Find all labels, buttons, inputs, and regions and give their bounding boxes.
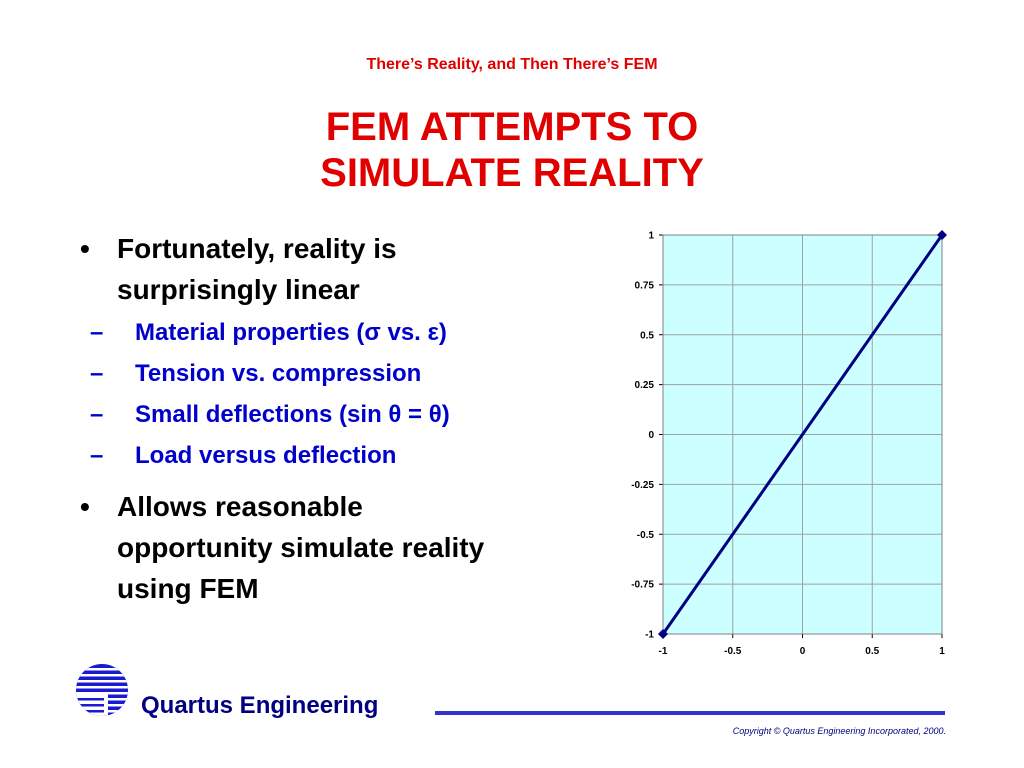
logo (76, 664, 128, 716)
company-name: Quartus Engineering (141, 692, 379, 719)
data-point (937, 230, 947, 240)
y-tick-label: 0 (648, 430, 654, 441)
x-tick-label: 0.5 (865, 646, 879, 657)
y-tick-label: 1 (648, 231, 654, 242)
data-point (658, 629, 668, 639)
title: FEM ATTEMPTS TO SIMULATE REALITY (0, 104, 1024, 196)
bullet-list: Fortunately, reality is surprisingly lin… (80, 228, 580, 609)
kicker: There’s Reality, and Then There’s FEM (366, 56, 658, 73)
y-tick-label: 0.5 (640, 330, 654, 341)
copyright: Copyright © Quartus Engineering Incorpor… (732, 726, 946, 736)
x-tick-label: -0.5 (724, 646, 742, 657)
y-tick-label: 0.25 (635, 380, 655, 391)
y-tick-label: -0.75 (631, 580, 654, 591)
bullet: Fortunately, reality is surprisingly lin… (80, 228, 580, 310)
bullet-line: surprisingly linear (117, 274, 360, 305)
title-line: SIMULATE REALITY (320, 151, 704, 195)
sub-bullet: Small deflections (sin θ = θ) (90, 394, 580, 435)
y-tick-label: -0.5 (637, 530, 655, 541)
title-line: FEM ATTEMPTS TO (325, 105, 699, 149)
bullet-line: using FEM (117, 573, 259, 604)
bullet: Allows reasonable opportunity simulate r… (80, 486, 580, 609)
bullet-line: opportunity simulate reality (117, 532, 485, 563)
x-tick-label: 1 (939, 646, 945, 657)
y-tick-label: -1 (645, 630, 654, 641)
series-line (661, 234, 944, 635)
bullet-line: Fortunately, reality is (117, 233, 397, 264)
sub-bullet: Tension vs. compression (90, 353, 580, 394)
sub-bullet: Material properties (σ vs. ε) (90, 312, 580, 353)
logo-mark (76, 664, 128, 716)
y-tick-label: -0.25 (631, 480, 654, 491)
sub-bullet: Load versus deflection (90, 435, 580, 476)
x-tick-label: -1 (659, 646, 668, 657)
chart: -1 -0.75 -0.5 -0.25 0 0.25 0.5 0.75 1 -1 -0.5 0 0.5 1 (631, 230, 947, 657)
footer-rule (435, 711, 945, 715)
x-tick-label: 0 (800, 646, 806, 657)
y-tick-label: 0.75 (635, 280, 655, 291)
plot-border (662, 234, 943, 635)
bullet-line: Allows reasonable (117, 491, 363, 522)
sub-list: Material properties (σ vs. ε) Tension vs… (80, 312, 580, 476)
